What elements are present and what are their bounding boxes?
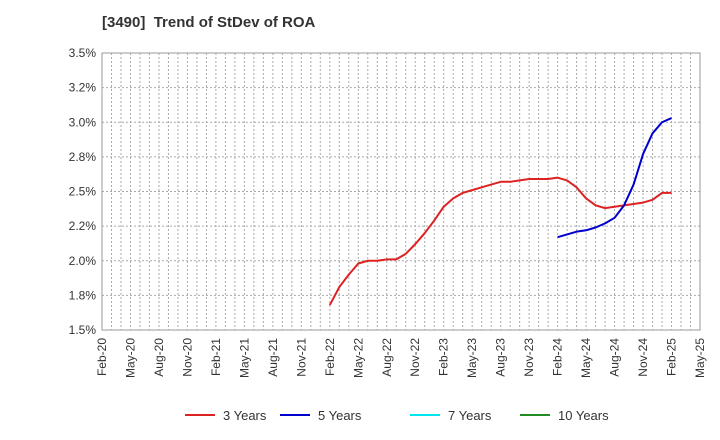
y-tick-label: 3.5% xyxy=(69,46,97,60)
legend-layer: 3 Years 5 Years 7 Years 10 Years xyxy=(185,408,609,423)
legend-label-5-years: 5 Years xyxy=(318,408,362,423)
axis-layer: 1.5% 1.8% 2.0% 2.2% 2.5% 2.8% 3.0% 3.2% 3.5% Feb-… xyxy=(69,46,707,378)
x-tick-label: May-22 xyxy=(351,338,365,378)
x-tick-label: Feb-21 xyxy=(209,338,223,376)
series-line-3-years xyxy=(328,176,672,306)
x-tick-label: Aug-24 xyxy=(608,338,622,377)
y-tick-label: 2.8% xyxy=(69,150,97,164)
x-tick-label: Nov-24 xyxy=(636,338,650,377)
plot-frame xyxy=(101,52,701,331)
y-tick-label: 2.2% xyxy=(69,219,97,233)
x-tick-label: Nov-22 xyxy=(408,338,422,377)
series-line-5-years xyxy=(557,117,672,239)
x-tick-label: May-23 xyxy=(465,338,479,378)
legend-label-7-years: 7 Years xyxy=(448,408,492,423)
x-tick-label: Feb-24 xyxy=(551,338,565,376)
y-tick-label: 2.0% xyxy=(69,254,97,268)
x-tick-label: Feb-23 xyxy=(437,338,451,376)
x-tick-label: Nov-23 xyxy=(522,338,536,377)
x-tick-label: Aug-20 xyxy=(152,338,166,377)
x-tick-label: May-25 xyxy=(693,338,707,378)
series-layer xyxy=(328,117,672,306)
x-tick-label: Aug-21 xyxy=(266,338,280,377)
y-tick-label: 3.2% xyxy=(69,81,97,95)
y-tick-label: 1.8% xyxy=(69,288,97,302)
x-tick-label: Aug-23 xyxy=(494,338,508,377)
legend-label-10-years: 10 Years xyxy=(558,408,609,423)
x-tick-label: Nov-20 xyxy=(180,338,194,377)
y-tick-label: 3.0% xyxy=(69,115,97,129)
chart-title: [3490] Trend of StDev of ROA xyxy=(102,14,316,31)
x-tick-label: Feb-25 xyxy=(665,338,679,376)
legend-label-3-years: 3 Years xyxy=(223,408,267,423)
x-tick-label: Feb-20 xyxy=(95,338,109,376)
x-tick-label: May-21 xyxy=(237,338,251,378)
grid-layer xyxy=(102,52,700,330)
y-tick-label: 2.5% xyxy=(69,185,97,199)
x-tick-label: May-20 xyxy=(123,338,137,378)
x-tick-label: Aug-22 xyxy=(380,338,394,377)
x-tick-label: May-24 xyxy=(579,338,593,378)
y-tick-label: 1.5% xyxy=(69,323,97,337)
x-tick-label: Feb-22 xyxy=(323,338,337,376)
x-tick-label: Nov-21 xyxy=(294,338,308,377)
